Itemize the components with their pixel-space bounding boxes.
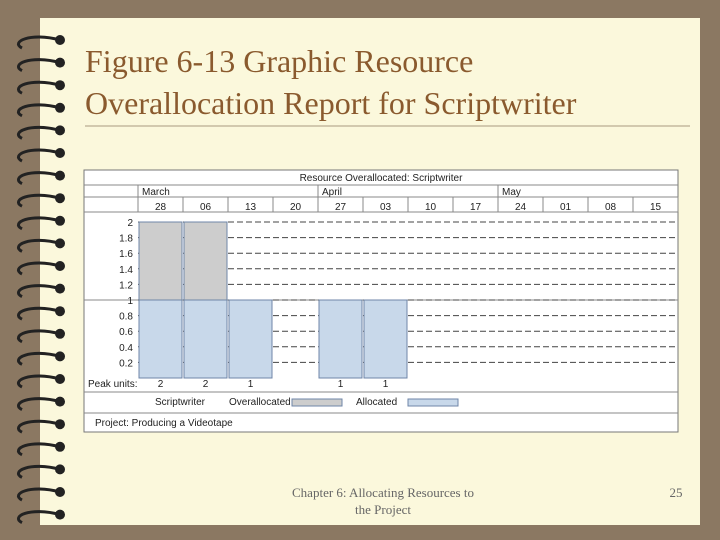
spiral-ring [16,58,61,72]
page-number: 25 [670,485,683,500]
y-tick-label: 1 [127,296,133,307]
peak-value: 1 [383,379,389,390]
spiral-hole [55,102,65,113]
bar [138,299,183,379]
spiral-ring [16,103,61,118]
bar [138,221,183,301]
spiral-hole [55,238,65,249]
spiral-ring [16,80,61,95]
bar [363,299,408,379]
spiral-ring [16,419,61,434]
legend-label: Overallocated [229,397,291,408]
spiral-ring [16,374,61,389]
peak-label: Peak units: [88,379,137,390]
bar [183,221,228,301]
spiral-ring [16,306,61,321]
spiral-hole [55,57,65,68]
y-tick-label: 0.2 [119,358,133,369]
spiral-ring [16,487,61,502]
spiral-ring [16,261,61,276]
spiral-ring [16,35,61,50]
peak-value: 1 [338,379,344,390]
spiral-ring [16,125,61,140]
spiral-ring [16,397,61,411]
x-tick-label: 10 [425,202,437,213]
chart-title: Resource Overallocated: Scriptwriter [300,173,464,184]
spiral-hole [55,35,65,45]
y-tick-label: 1.8 [119,234,133,245]
y-tick-label: 1.2 [119,280,133,291]
spiral-hole [55,170,65,181]
spiral-ring [16,238,61,253]
y-tick-label: 0.8 [119,312,133,323]
y-tick-label: 0.6 [119,327,133,338]
footer: Chapter 6: Allocating Resources to [292,485,474,500]
spiral-hole [55,419,65,430]
month-label: April [322,187,342,198]
peak-value: 2 [158,379,164,390]
spiral-hole [55,441,65,452]
x-tick-label: 27 [335,202,347,213]
spiral-ring [16,510,61,524]
y-tick-label: 0.4 [119,343,133,354]
spiral-hole [55,328,65,339]
month-label: March [142,187,170,198]
y-tick-label: 1.4 [119,265,133,276]
spiral-hole [55,464,65,475]
spiral-hole [55,509,65,520]
spiral-hole [55,487,65,497]
peak-value: 1 [248,379,254,390]
spiral-hole [55,283,65,294]
spiral-hole [55,306,65,317]
bar [228,299,273,379]
legend-label: Allocated [356,397,397,408]
bar [318,299,363,379]
spiral-ring [16,148,61,163]
spiral-ring [16,351,61,366]
x-tick-label: 03 [380,202,392,213]
x-tick-label: 01 [560,202,572,213]
x-tick-label: 20 [290,202,302,213]
x-tick-label: 06 [200,202,212,213]
spiral-hole [55,148,65,158]
spiral-hole [55,261,65,271]
bar [183,299,228,379]
x-tick-label: 13 [245,202,257,213]
spiral-ring [16,216,61,231]
x-tick-label: 15 [650,202,662,213]
spiral-ring [16,193,61,208]
y-tick-label: 1.6 [119,249,133,260]
spiral-ring [16,442,61,457]
spiral-hole [55,351,65,362]
spiral-hole [55,193,65,204]
spiral-ring [16,284,61,298]
x-tick-label: 08 [605,202,617,213]
spiral-binding [16,35,65,524]
legend-swatch [291,398,343,407]
slide-title: Figure 6-13 Graphic Resource [85,43,473,79]
spiral-ring [16,464,61,479]
legend-swatch [407,398,459,407]
spiral-hole [55,80,65,91]
chart-footer: Project: Producing a Videotape [95,418,233,429]
footer: the Project [355,502,411,517]
resource-name: Scriptwriter [155,397,206,408]
spiral-ring [16,329,61,344]
y-tick-label: 2 [127,218,133,229]
month-label: May [502,187,521,198]
x-tick-label: 17 [470,202,482,213]
spiral-hole [55,215,65,226]
x-tick-label: 28 [155,202,167,213]
spiral-ring [16,171,61,185]
spiral-hole [55,396,65,407]
peak-value: 2 [203,379,209,390]
spiral-hole [55,374,65,384]
slide-title: Overallocation Report for Scriptwriter [85,85,577,121]
x-tick-label: 24 [515,202,527,213]
spiral-hole [55,125,65,136]
